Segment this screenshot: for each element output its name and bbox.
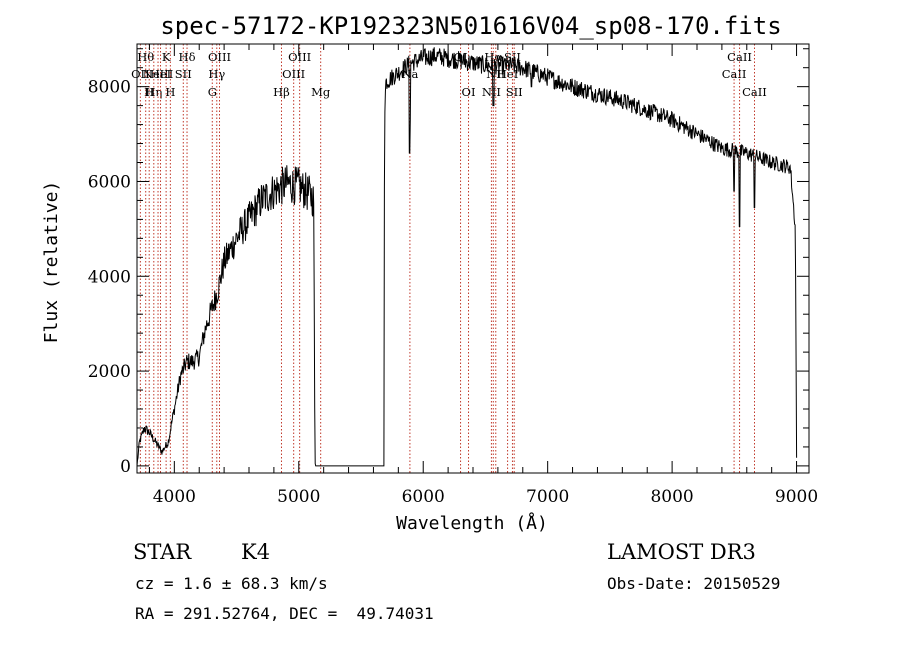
y-tick-label: 8000 [88, 78, 131, 98]
plot-frame [136, 43, 810, 474]
spectral-line-markers: OIIHθHHηNeIIIHeIKHSIIHδGHγOIIIHβOIIIOIII… [131, 44, 767, 473]
line-label: OI [462, 85, 476, 99]
x-tick-label: 4000 [153, 487, 196, 507]
y-tick-label: 2000 [88, 362, 131, 382]
line-label: Hη [145, 85, 162, 99]
coordinates: RA = 291.52764, DEC = 49.74031 [135, 604, 434, 623]
line-label: Hδ [179, 50, 196, 64]
line-label: Hα [484, 50, 502, 64]
line-label: HeI [497, 67, 518, 81]
object-subclass: K4 [241, 540, 271, 564]
line-label: Mg [311, 85, 331, 99]
line-label: G [208, 85, 217, 99]
chart-title: spec-57172-KP192323N501616V04_sp08-170.f… [160, 12, 781, 40]
line-label: OIII [282, 67, 305, 81]
line-label: OIII [208, 50, 231, 64]
y-axis-label: Flux (relative) [41, 181, 62, 344]
y-tick-label: 0 [120, 457, 131, 477]
line-label: Hβ [273, 85, 290, 99]
line-label: CaII [742, 85, 767, 99]
line-label: OIII [288, 50, 311, 64]
line-label: SII [175, 67, 192, 81]
redshift-info: cz = 1.6 ± 68.3 km/s [135, 574, 328, 593]
x-tick-label: 7000 [526, 487, 569, 507]
line-label: K [162, 50, 171, 64]
observation-date: Obs-Date: 20150529 [607, 574, 781, 593]
x-tick-label: 5000 [277, 487, 320, 507]
x-tick-label: 8000 [650, 487, 693, 507]
x-tick-label: 9000 [775, 487, 818, 507]
y-tick-label: 6000 [88, 172, 131, 192]
line-label: CaII [722, 67, 747, 81]
line-label: H [144, 85, 154, 99]
x-axis-label: Wavelength (Å) [396, 512, 548, 534]
line-label: NII [482, 85, 501, 99]
line-label: SII [506, 85, 523, 99]
line-label: Hγ [208, 67, 225, 81]
spectrum-line [136, 47, 798, 467]
axis-ticks: 4000 5000 6000 7000 8000 9000 0 2000 4000 6000 800… [88, 44, 818, 507]
line-label: Hθ [137, 50, 154, 64]
object-class: STAR [133, 540, 192, 564]
line-label: SII [504, 50, 521, 64]
line-label: OII [131, 67, 150, 81]
y-tick-label: 4000 [88, 267, 131, 287]
line-label: NeIII [143, 67, 174, 81]
x-tick-label: 6000 [402, 487, 445, 507]
line-label: HeI [150, 67, 171, 81]
line-label: CaII [727, 50, 752, 64]
survey-name: LAMOST DR3 [607, 540, 756, 564]
line-label: H [165, 85, 175, 99]
